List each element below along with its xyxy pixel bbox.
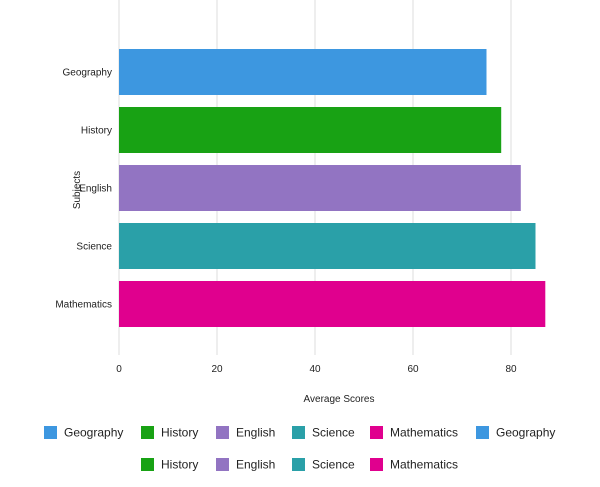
- legend-label: History: [161, 426, 198, 440]
- x-tick-label: 0: [116, 364, 122, 375]
- bar-history[interactable]: [119, 107, 502, 153]
- x-tick-labels: 0 20 40 60 80: [116, 364, 517, 375]
- x-tick-label: 60: [407, 364, 419, 375]
- legend-label: English: [236, 458, 275, 472]
- category-labels: Geography History English Science Mathematic…: [55, 68, 112, 311]
- x-tick-label: 20: [211, 364, 223, 375]
- legend-swatch: [476, 426, 489, 439]
- legend-label: Geography: [496, 426, 555, 440]
- legend-label: English: [236, 426, 275, 440]
- legend-item-english[interactable]: English: [216, 458, 275, 472]
- bar-science[interactable]: [119, 223, 536, 269]
- legend-label: Mathematics: [390, 458, 458, 472]
- y-axis-title: Subjects: [72, 171, 83, 209]
- legend-item-english[interactable]: English: [216, 426, 275, 440]
- x-tick-label: 40: [309, 364, 321, 375]
- legend-item-mathematics[interactable]: Mathematics: [370, 458, 458, 472]
- x-axis-title: Average Scores: [304, 394, 375, 405]
- legend-label: Geography: [64, 426, 123, 440]
- legend-item-mathematics[interactable]: Mathematics: [370, 426, 458, 440]
- legend-label: Science: [312, 458, 355, 472]
- legend-swatch: [370, 458, 383, 471]
- legend-item-geography[interactable]: Geography: [44, 426, 123, 440]
- legend-label: Science: [312, 426, 355, 440]
- legend-label: History: [161, 458, 198, 472]
- legend-swatch: [292, 426, 305, 439]
- bar-geography[interactable]: [119, 49, 487, 95]
- x-tick-label: 80: [505, 364, 517, 375]
- legend-item-science[interactable]: Science: [292, 426, 355, 440]
- legend-swatch: [141, 426, 154, 439]
- bars: [119, 49, 546, 327]
- legend-swatch: [370, 426, 383, 439]
- bar-english[interactable]: [119, 165, 521, 211]
- category-label: Science: [76, 242, 112, 253]
- legend: Geography History English Science Mathematic…: [44, 426, 555, 472]
- category-label: English: [79, 184, 112, 195]
- legend-item-history[interactable]: History: [141, 426, 198, 440]
- category-label: Mathematics: [55, 300, 112, 311]
- bar-mathematics[interactable]: [119, 281, 546, 327]
- legend-swatch: [141, 458, 154, 471]
- legend-item-science[interactable]: Science: [292, 458, 355, 472]
- legend-item-history[interactable]: History: [141, 458, 198, 472]
- legend-label: Mathematics: [390, 426, 458, 440]
- legend-swatch: [292, 458, 305, 471]
- legend-swatch: [216, 426, 229, 439]
- legend-swatch: [44, 426, 57, 439]
- category-label: Geography: [63, 68, 112, 79]
- legend-swatch: [216, 458, 229, 471]
- category-label: History: [81, 126, 112, 137]
- legend-item-geography[interactable]: Geography: [476, 426, 555, 440]
